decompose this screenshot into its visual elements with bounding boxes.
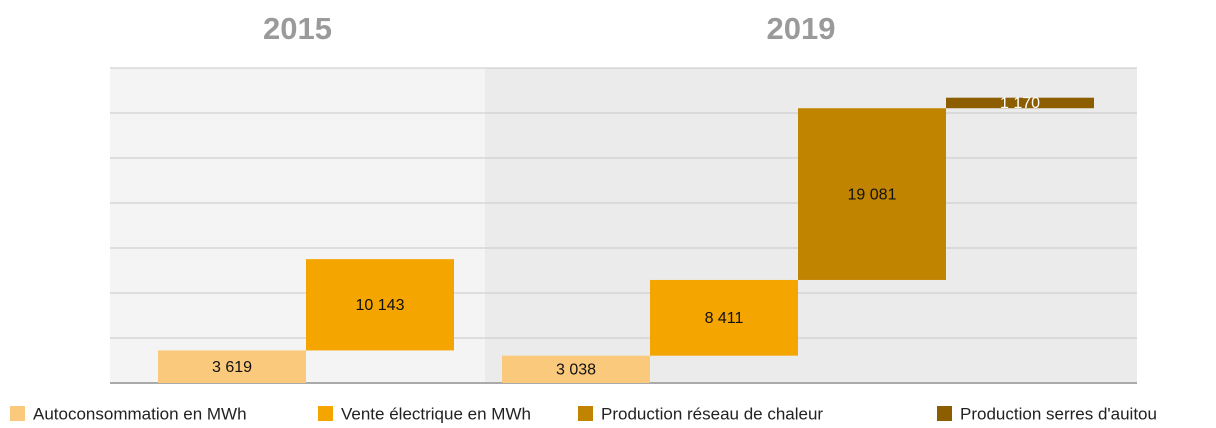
data-label: 10 143 [356,297,405,314]
bar [502,355,650,383]
data-label: 19 081 [848,186,897,203]
legend-swatch [318,406,333,421]
bar [798,108,946,280]
data-label: 3 619 [212,359,252,376]
legend-swatch [10,406,25,421]
legend-swatch [578,406,593,421]
bar [650,279,798,356]
legend-label: Autoconsommation en MWh [33,404,247,423]
data-label: 1 170 [1000,95,1040,112]
bar [158,350,306,383]
data-label: 8 411 [705,310,744,327]
legend-label: Production serres d'auitou [960,404,1157,423]
legend-label: Production réseau de chaleur [601,404,823,423]
group-title: 2015 [263,11,332,46]
data-label: 3 038 [556,362,596,379]
bar [306,259,454,351]
bar [946,97,1094,109]
legend-swatch [937,406,952,421]
legend-label: Vente électrique en MWh [341,404,531,423]
group-title: 2019 [767,11,836,46]
